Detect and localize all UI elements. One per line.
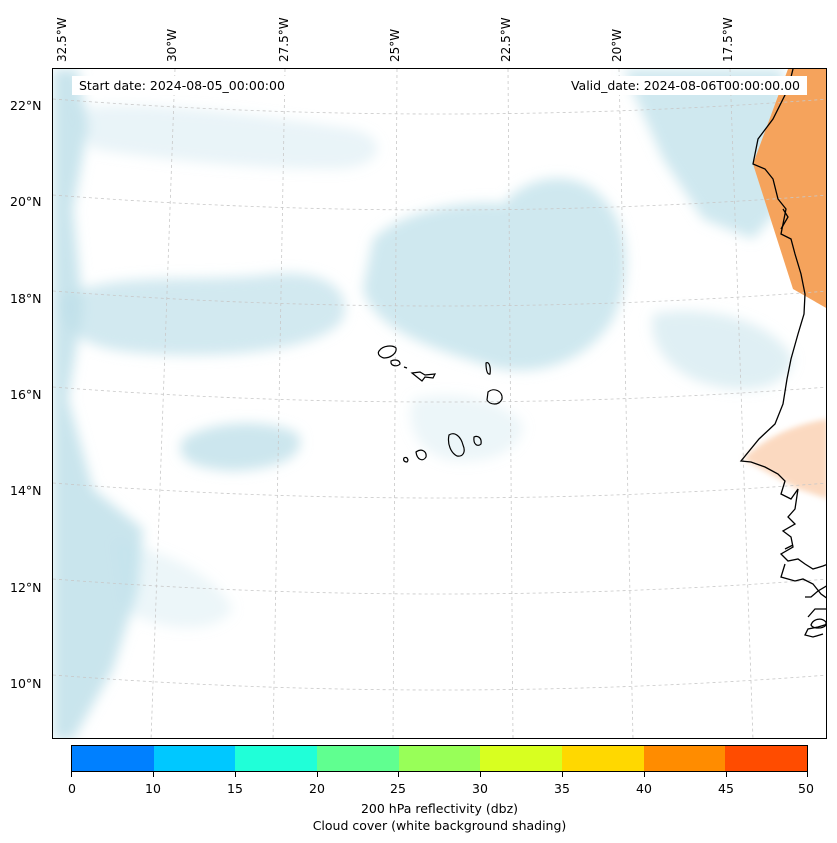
- colorbar-segment-45-50: [725, 746, 808, 771]
- colorbar-segment-0-10: [72, 746, 154, 771]
- gridline-20w: [618, 69, 634, 738]
- map-canvas: [53, 69, 826, 738]
- lat-label-22n: 22°N: [10, 98, 42, 113]
- cape-verde-islands: [377, 345, 503, 463]
- colorbar-tick-label-20: 20: [309, 781, 325, 796]
- lon-label-27-5w: 27.5°W: [277, 17, 291, 62]
- cloud-mass-central: [363, 178, 627, 371]
- cloud-band-north: [73, 105, 378, 169]
- colorbar: [71, 745, 808, 772]
- colorbar-tick: [480, 772, 481, 777]
- colorbar-tick: [807, 772, 808, 777]
- colorbar-tick: [71, 772, 72, 777]
- lat-label-12n: 12°N: [10, 580, 42, 595]
- colorbar-tick: [398, 772, 399, 777]
- reflectivity-sahara: [753, 69, 826, 308]
- colorbar-tick-label-35: 35: [554, 781, 570, 796]
- reflectivity-senegal: [743, 419, 826, 499]
- colorbar-tick: [153, 772, 154, 777]
- colorbar-segment-25-30: [398, 746, 481, 771]
- colorbar-tick-label-45: 45: [718, 781, 734, 796]
- lon-label-17-5w: 17.5°W: [721, 17, 735, 62]
- graticule: [53, 69, 826, 738]
- gridline-27-5w: [272, 69, 286, 738]
- colorbar-tick: [235, 772, 236, 777]
- colorbar-segment-35-40: [562, 746, 644, 771]
- island-brava: [403, 456, 409, 463]
- gridline-14n: [53, 482, 826, 499]
- colorbar-segment-20-25: [317, 746, 399, 771]
- island-sao-vicente: [390, 359, 401, 367]
- gridline-17-5w: [729, 69, 754, 738]
- gridline-25w: [392, 69, 398, 738]
- colorbar-tick: [644, 772, 645, 777]
- lat-label-16n: 16°N: [10, 387, 42, 402]
- lat-label-14n: 14°N: [10, 483, 42, 498]
- island-santo-antao: [377, 345, 397, 359]
- lon-label-20w: 20°W: [610, 28, 624, 62]
- start-date-label: Start date: 2024-08-05_00:00:00: [72, 76, 292, 95]
- lat-label-18n: 18°N: [10, 291, 42, 306]
- island-sao-nicolau: [410, 371, 437, 382]
- colorbar-tick-label-40: 40: [636, 781, 652, 796]
- gridline-30w: [150, 69, 176, 738]
- cloud-patch-islands: [410, 395, 523, 462]
- colorbar-segment-15-20: [235, 746, 318, 771]
- cloud-band-ne: [623, 69, 788, 239]
- colorbar-segment-40-45: [643, 746, 726, 771]
- colorbar-tick-label-0: 0: [68, 781, 76, 796]
- colorbar-label-cloud-cover: Cloud cover (white background shading): [312, 818, 567, 833]
- colorbar-tick: [562, 772, 563, 777]
- colorbar-label-reflectivity: 200 hPa reflectivity (dbz): [360, 801, 519, 816]
- island-boa-vista: [486, 389, 503, 405]
- gridline-22-5w: [507, 69, 514, 738]
- lat-label-20n: 20°N: [10, 194, 42, 209]
- valid-date-label: Valid_date: 2024-08-06T00:00:00.00: [563, 76, 807, 95]
- island-maio: [473, 435, 482, 446]
- lat-label-10n: 10°N: [10, 676, 42, 691]
- cloud-patch-southwest: [180, 423, 301, 471]
- gridline-10n: [53, 674, 826, 691]
- cloud-patch-sw-lower: [113, 539, 233, 628]
- colorbar-tick-label-10: 10: [145, 781, 161, 796]
- island-sal: [485, 362, 491, 375]
- colorbar-tick-label-25: 25: [390, 781, 406, 796]
- cloud-band-west: [53, 69, 143, 738]
- cloud-patch-east: [652, 311, 793, 390]
- map-panel[interactable]: Start date: 2024-08-05_00:00:00 Valid_da…: [52, 68, 827, 739]
- reflectivity-land: [743, 69, 826, 499]
- cloud-cover-shading: [53, 69, 793, 738]
- colorbar-segment-10-15: [153, 746, 236, 771]
- lon-label-25w: 25°W: [388, 28, 402, 62]
- colorbar-segment-30-35: [480, 746, 563, 771]
- island-santiago: [447, 433, 465, 457]
- island-santa-luzia: [403, 366, 408, 369]
- colorbar-tick: [317, 772, 318, 777]
- cloud-band-18n: [58, 273, 345, 356]
- colorbar-tick-label-15: 15: [227, 781, 243, 796]
- colorbar-tick-label-30: 30: [472, 781, 488, 796]
- island-fogo: [415, 449, 427, 461]
- lon-label-30w: 30°W: [165, 28, 179, 62]
- coastline-africa: [739, 69, 826, 638]
- lon-label-22-5w: 22.5°W: [499, 17, 513, 62]
- colorbar-tick-label-50: 50: [798, 781, 814, 796]
- lon-label-32-5w: 32.5°W: [55, 17, 69, 62]
- colorbar-tick: [726, 772, 727, 777]
